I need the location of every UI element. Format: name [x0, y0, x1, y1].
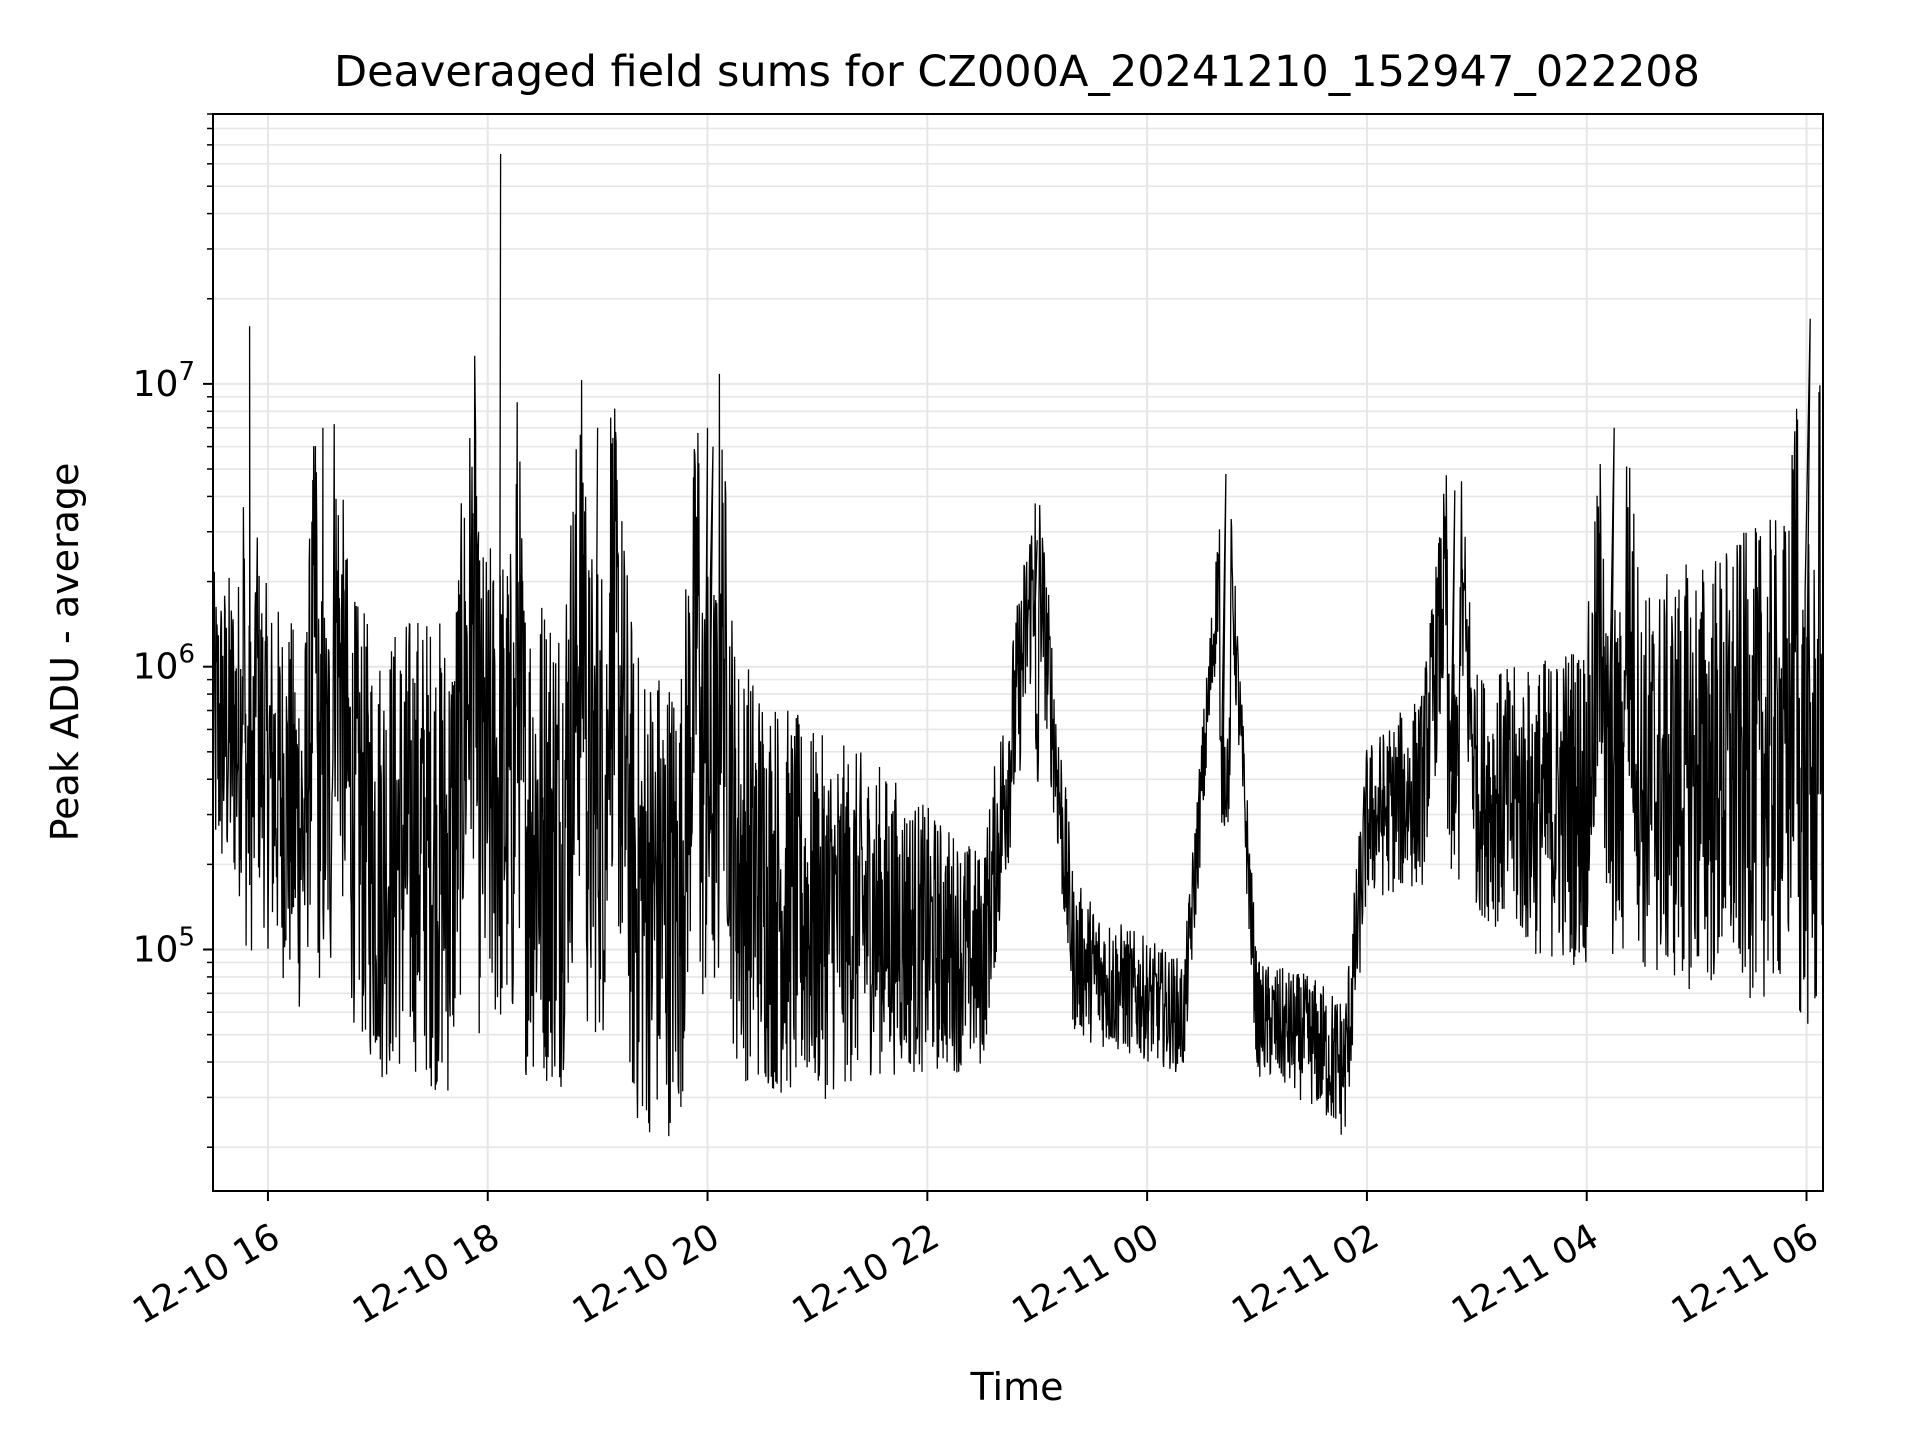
y-tick-label: 105	[133, 923, 195, 971]
x-tick-label: 12-10 18	[346, 1216, 507, 1332]
y-tick-label: 107	[133, 357, 195, 405]
x-axis-label: Time	[970, 1365, 1064, 1409]
x-tick-label: 12-11 00	[1005, 1216, 1166, 1332]
y-axis-label: Peak ADU - average	[43, 463, 87, 842]
x-tick-label: 12-11 06	[1665, 1216, 1826, 1332]
series-layer	[212, 153, 1824, 1137]
x-tick-label: 12-11 04	[1445, 1216, 1606, 1332]
chart-title: Deaveraged field sums for CZ000A_2024121…	[334, 47, 1700, 97]
y-axis-ticks: 105 106 107	[133, 113, 213, 1148]
y-tick-label: 106	[133, 640, 195, 688]
plot-frame	[212, 113, 1824, 1192]
x-tick-label: 12-10 16	[126, 1216, 287, 1332]
x-axis-ticks: 12-10 16 12-10 18 12-10 20 12-10 22 12-11 00…	[126, 1191, 1825, 1333]
series-line	[212, 153, 1824, 1137]
x-tick-label: 12-11 02	[1225, 1216, 1386, 1332]
x-tick-label: 12-10 22	[786, 1216, 947, 1332]
x-tick-label: 12-10 20	[566, 1216, 727, 1332]
